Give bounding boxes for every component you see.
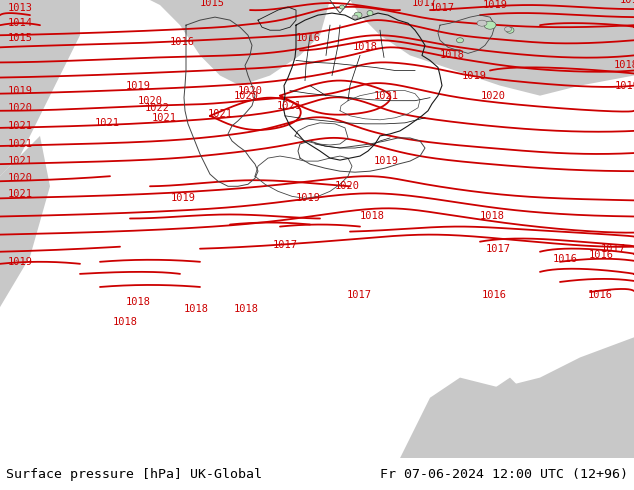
Text: 1017: 1017 bbox=[601, 244, 626, 254]
Text: 1020: 1020 bbox=[8, 103, 33, 113]
Text: 1019: 1019 bbox=[171, 194, 196, 203]
Text: 1013: 1013 bbox=[8, 3, 33, 13]
Text: 1017: 1017 bbox=[347, 290, 372, 300]
Ellipse shape bbox=[354, 12, 362, 18]
Ellipse shape bbox=[477, 20, 487, 26]
Text: 1018: 1018 bbox=[113, 317, 138, 327]
Polygon shape bbox=[0, 0, 80, 176]
Text: Surface pressure [hPa] UK-Global: Surface pressure [hPa] UK-Global bbox=[6, 467, 262, 481]
Polygon shape bbox=[0, 0, 50, 458]
Text: 1020: 1020 bbox=[8, 173, 33, 183]
Text: 1020: 1020 bbox=[234, 91, 259, 100]
Ellipse shape bbox=[505, 26, 512, 32]
Text: 1017: 1017 bbox=[430, 3, 455, 13]
Ellipse shape bbox=[506, 27, 514, 33]
Text: 1015: 1015 bbox=[200, 0, 225, 8]
Text: 1016: 1016 bbox=[589, 250, 614, 260]
Text: 1020: 1020 bbox=[238, 86, 263, 96]
Text: 1019: 1019 bbox=[374, 156, 399, 166]
Polygon shape bbox=[400, 337, 634, 458]
Text: 1015: 1015 bbox=[8, 33, 33, 43]
Text: Fr 07-06-2024 12:00 UTC (12+96): Fr 07-06-2024 12:00 UTC (12+96) bbox=[380, 467, 628, 481]
Text: 1021: 1021 bbox=[8, 189, 33, 199]
Text: 1018: 1018 bbox=[360, 212, 385, 221]
Text: 1018: 1018 bbox=[480, 212, 505, 221]
Text: 1018: 1018 bbox=[234, 304, 259, 314]
Text: 1016: 1016 bbox=[170, 37, 195, 48]
Text: 1019: 1019 bbox=[296, 194, 321, 203]
Text: 1020: 1020 bbox=[138, 96, 163, 106]
Text: 1021: 1021 bbox=[8, 139, 33, 149]
Text: 1021: 1021 bbox=[8, 156, 33, 166]
Text: 1019: 1019 bbox=[126, 80, 151, 91]
Text: 1017: 1017 bbox=[412, 0, 437, 8]
Ellipse shape bbox=[484, 21, 496, 29]
Text: 1018: 1018 bbox=[184, 304, 209, 314]
Text: 1016: 1016 bbox=[296, 33, 321, 43]
Ellipse shape bbox=[367, 11, 373, 16]
Text: 1021: 1021 bbox=[277, 101, 302, 111]
Polygon shape bbox=[350, 0, 634, 96]
Text: 1021: 1021 bbox=[152, 113, 177, 123]
Text: 1022: 1022 bbox=[145, 103, 170, 113]
Text: 1019: 1019 bbox=[462, 71, 487, 80]
Polygon shape bbox=[150, 0, 330, 86]
Text: 1019: 1019 bbox=[8, 257, 33, 267]
Polygon shape bbox=[480, 378, 530, 458]
Text: 1017: 1017 bbox=[273, 240, 298, 250]
Text: 1021: 1021 bbox=[8, 121, 33, 131]
Text: 1019: 1019 bbox=[483, 0, 508, 10]
Text: 1018: 1018 bbox=[440, 50, 465, 60]
Text: 1021: 1021 bbox=[95, 118, 120, 128]
Text: 1016: 1016 bbox=[553, 254, 578, 264]
Text: 1020: 1020 bbox=[481, 91, 506, 100]
Text: 1016: 1016 bbox=[482, 290, 507, 300]
Text: 1018: 1018 bbox=[126, 297, 151, 307]
Text: 1016: 1016 bbox=[588, 290, 613, 300]
Text: 1018: 1018 bbox=[620, 0, 634, 5]
Text: 1017: 1017 bbox=[486, 244, 511, 254]
Text: 1019: 1019 bbox=[8, 86, 33, 96]
Ellipse shape bbox=[352, 15, 358, 19]
Text: 1020: 1020 bbox=[335, 181, 360, 191]
Ellipse shape bbox=[339, 5, 344, 9]
Ellipse shape bbox=[456, 38, 463, 43]
Text: 1018: 1018 bbox=[353, 42, 378, 52]
Text: 1021: 1021 bbox=[374, 91, 399, 100]
Text: 1021: 1021 bbox=[208, 109, 233, 119]
Text: 1014: 1014 bbox=[8, 18, 33, 28]
Text: 1018: 1018 bbox=[614, 60, 634, 71]
Text: 1019: 1019 bbox=[615, 80, 634, 91]
